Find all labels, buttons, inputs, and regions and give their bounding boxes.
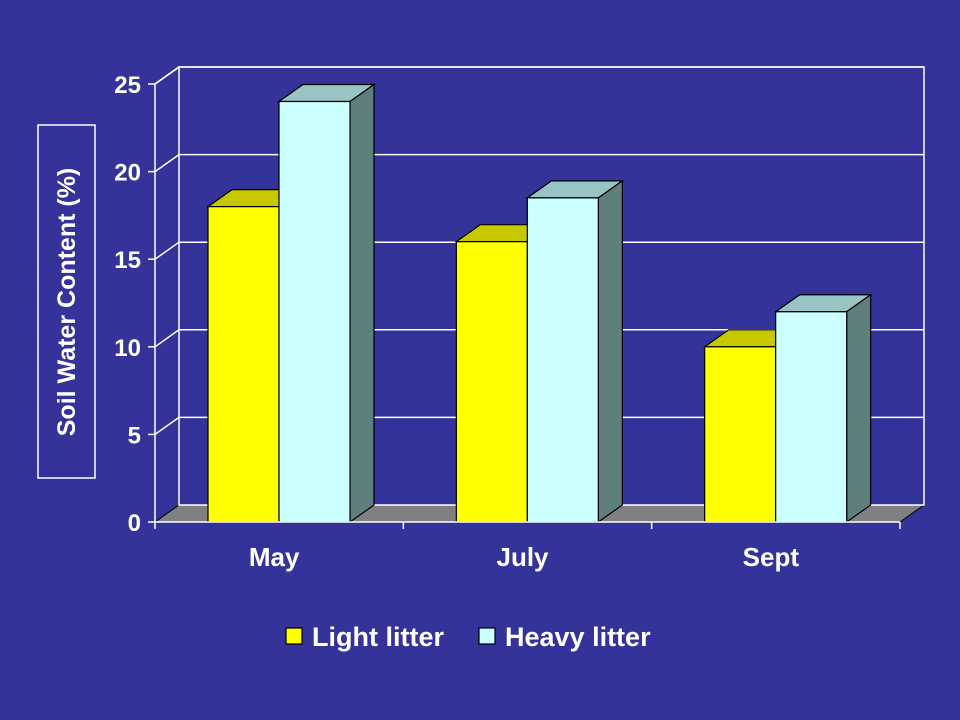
legend: Light litter Heavy litter (285, 622, 651, 652)
gridline (154, 153, 924, 173)
gridline (154, 66, 924, 85)
y-axis-title-group: Soil Water Content (%) (37, 124, 96, 479)
bar (775, 311, 848, 523)
bar (455, 241, 528, 523)
legend-swatch (478, 627, 496, 645)
bar (207, 206, 280, 523)
x-tick-label: July (496, 542, 549, 572)
y-tick-label: 20 (114, 160, 141, 187)
bar-side (597, 179, 623, 524)
gridline (154, 241, 924, 260)
legend-label: Heavy litter (505, 622, 651, 652)
axis-layer: 0 5 10 15 20 25 May July Sept (114, 72, 901, 572)
bar (704, 346, 777, 523)
gridline (154, 329, 924, 348)
y-axis-title-box (37, 124, 96, 479)
legend-swatch (285, 627, 303, 645)
gridline (154, 416, 924, 436)
bar (526, 197, 599, 523)
bar (278, 100, 351, 523)
x-tick-label: Sept (743, 542, 800, 572)
bars-layer (206, 83, 873, 524)
y-tick-label: 5 (128, 422, 141, 449)
y-tick-label: 15 (114, 247, 141, 274)
x-tick-label: May (249, 542, 300, 572)
bar-side (846, 293, 872, 524)
bar-side (349, 83, 375, 524)
y-tick-label: 0 (128, 510, 141, 537)
y-tick-label: 25 (114, 72, 141, 99)
legend-label: Light litter (312, 622, 444, 652)
y-axis-title: Soil Water Content (%) (53, 168, 81, 437)
y-tick-label: 10 (114, 335, 141, 362)
